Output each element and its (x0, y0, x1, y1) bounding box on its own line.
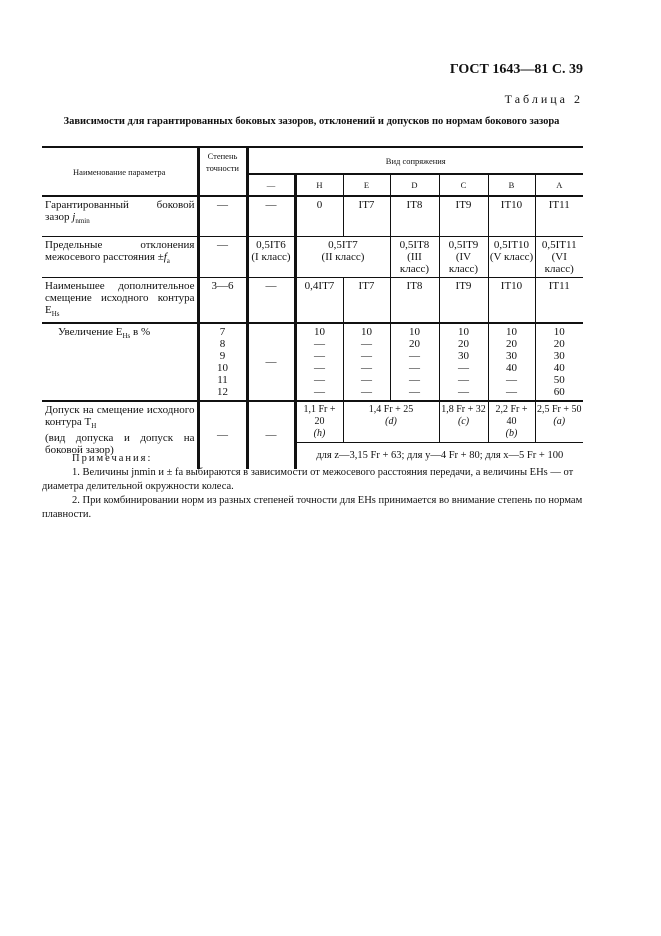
value-cell: IT9 (438, 276, 489, 324)
value-cell: 10 — — — — — (294, 322, 344, 402)
value-cell: 1,8 Fr + 32 (c) (438, 400, 489, 443)
value-cell: 10 20 30 — — — (438, 322, 489, 402)
type-header: E (342, 173, 391, 197)
degree-cell: — (197, 400, 249, 470)
row-label: Предельные отклонения межосевого расстоя… (42, 235, 200, 278)
value-cell: IT9 (438, 195, 489, 237)
value-cell: — (246, 276, 297, 324)
value-cell: IT11 (534, 276, 584, 324)
row-label: Гарантированный боковой зазор jnmin (42, 195, 200, 237)
value-cell: 10 — — — — — (342, 322, 391, 402)
row-label: Увеличение EHs в % (42, 322, 200, 402)
header-group: Вид сопряжения (246, 146, 584, 175)
value-cell: IT7 (342, 195, 391, 237)
table-title: Зависимости для гарантированных боковых … (63, 116, 560, 127)
type-header: A (534, 173, 584, 197)
row-label: Допуск на смещение исходного контура TH(… (42, 400, 200, 470)
header-param: Наименование параметра (42, 146, 200, 197)
value-cell: 0,4IT7 (294, 276, 344, 324)
degree-cell: — (197, 195, 249, 237)
value-cell: 2,5 Fr + 50 (a) (534, 400, 584, 443)
type-header: H (294, 173, 344, 197)
note-2: 2. При комбинировании норм из разных сте… (42, 495, 583, 520)
value-cell: IT11 (534, 195, 584, 237)
type-header: D (389, 173, 440, 197)
data-table: Наименование параметра Степень точности … (42, 146, 584, 470)
page-header: ГОСТ 1643—81 С. 39 (449, 62, 583, 77)
type-header: — (246, 173, 297, 197)
row-label: Наименьшее дополнительное смещение исход… (42, 276, 200, 324)
value-cell: IT10 (487, 276, 536, 324)
value-cell: IT10 (487, 195, 536, 237)
value-cell: — (246, 400, 297, 470)
value-cell: 10 20 — — — — (389, 322, 440, 402)
degree-cell: — (197, 235, 249, 278)
value-cell: — (246, 322, 297, 402)
value-cell: 0,5IT8 (III класс) (389, 235, 440, 278)
value-cell: IT8 (389, 195, 440, 237)
value-cell: 2,2 Fr + 40 (b) (487, 400, 536, 443)
value-cell: 1,1 Fr + 20 (h) (294, 400, 344, 443)
table-number: Таблица 2 (504, 92, 583, 106)
notes-title: Примечания: (72, 453, 153, 464)
value-cell: — (246, 195, 297, 237)
header-degree: Степень точности (197, 146, 249, 197)
value-cell: для z—3,15 Fr + 63; для y—4 Fr + 80; для… (294, 441, 584, 470)
value-cell: IT7 (342, 276, 391, 324)
value-cell: 0,5IT7 (II класс) (294, 235, 391, 278)
value-cell: 0 (294, 195, 344, 237)
value-cell: 0,5IT11 (VI класс) (534, 235, 584, 278)
note-1: 1. Величины jnmin и ± fa выбираются в за… (42, 467, 574, 492)
value-cell: 0,5IT9 (IV класс) (438, 235, 489, 278)
value-cell: 10 20 30 40 — — (487, 322, 536, 402)
type-header: C (438, 173, 489, 197)
degree-cell: 7 8 9 10 11 12 (197, 322, 249, 402)
value-cell: 0,5IT10 (V класс) (487, 235, 536, 278)
value-cell: IT8 (389, 276, 440, 324)
degree-cell: 3—6 (197, 276, 249, 324)
value-cell: 0,5IT6 (I класс) (246, 235, 297, 278)
type-header: B (487, 173, 536, 197)
notes: Примечания: 1. Величины jnmin и ± fa выб… (42, 452, 583, 522)
value-cell: 1,4 Fr + 25 (d) (342, 400, 440, 443)
value-cell: 10 20 30 40 50 60 (534, 322, 584, 402)
